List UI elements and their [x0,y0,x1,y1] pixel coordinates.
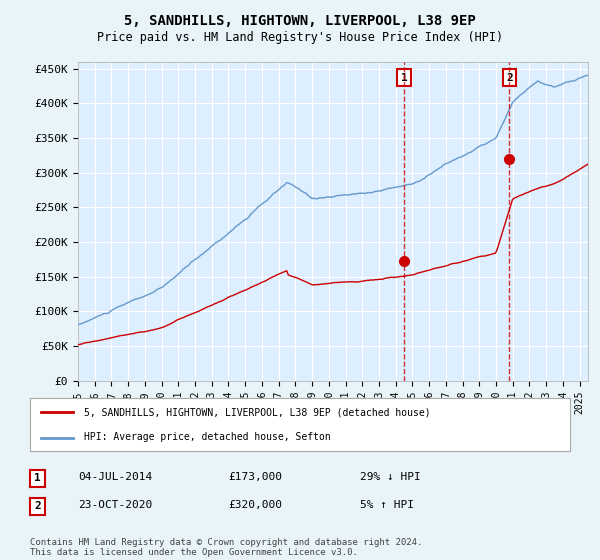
Text: 5% ↑ HPI: 5% ↑ HPI [360,500,414,510]
Text: 2: 2 [506,73,513,82]
Text: Contains HM Land Registry data © Crown copyright and database right 2024.
This d: Contains HM Land Registry data © Crown c… [30,538,422,557]
Text: 1: 1 [34,473,41,483]
Text: 5, SANDHILLS, HIGHTOWN, LIVERPOOL, L38 9EP: 5, SANDHILLS, HIGHTOWN, LIVERPOOL, L38 9… [124,14,476,28]
Text: £320,000: £320,000 [228,500,282,510]
Text: HPI: Average price, detached house, Sefton: HPI: Average price, detached house, Seft… [84,432,331,442]
Text: Price paid vs. HM Land Registry's House Price Index (HPI): Price paid vs. HM Land Registry's House … [97,31,503,44]
Text: £173,000: £173,000 [228,472,282,482]
Text: 1: 1 [401,73,407,82]
Text: 29% ↓ HPI: 29% ↓ HPI [360,472,421,482]
Text: 2: 2 [34,501,41,511]
Text: 5, SANDHILLS, HIGHTOWN, LIVERPOOL, L38 9EP (detached house): 5, SANDHILLS, HIGHTOWN, LIVERPOOL, L38 9… [84,408,431,418]
Text: 04-JUL-2014: 04-JUL-2014 [78,472,152,482]
Text: 23-OCT-2020: 23-OCT-2020 [78,500,152,510]
